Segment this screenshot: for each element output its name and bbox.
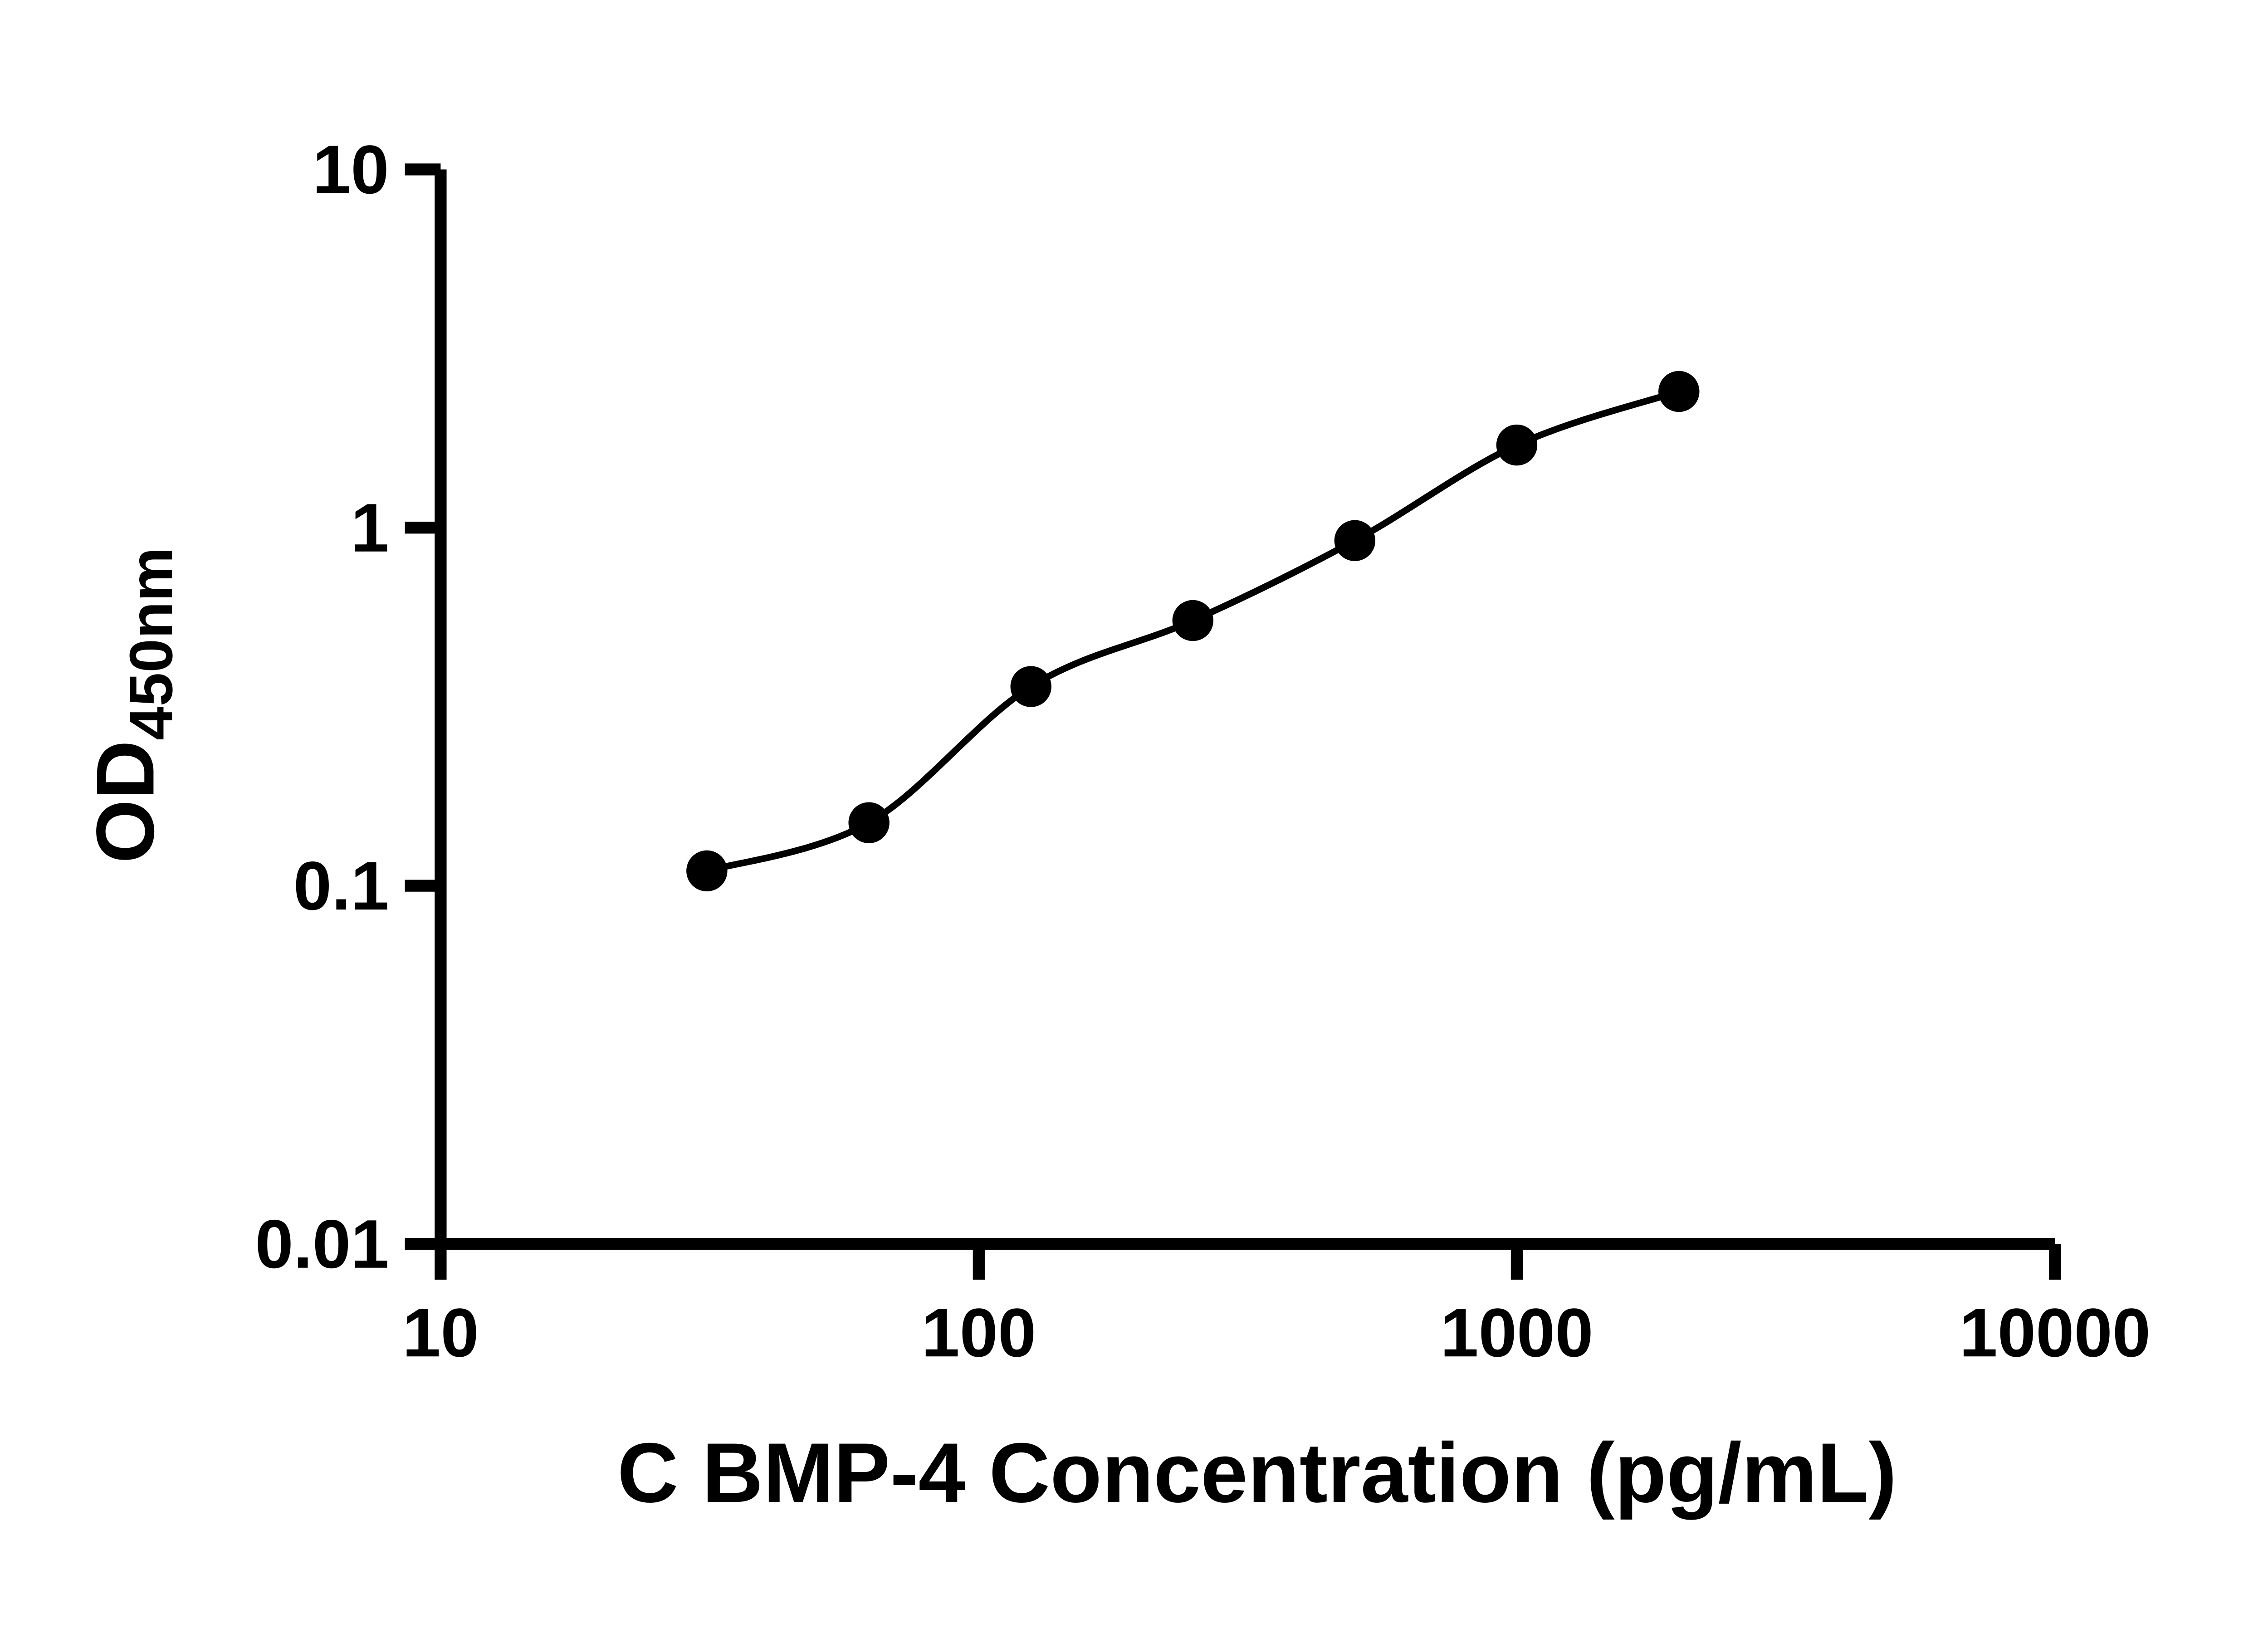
x-tick-label: 10 [402,1295,479,1371]
y-axis-title-main: OD [79,740,171,863]
data-points [686,371,1700,892]
chart-background [0,22,2268,1611]
tick-marks [405,163,2061,1280]
x-tick-label: 1000 [1440,1295,1593,1371]
x-tick-label: 100 [921,1295,1036,1371]
y-tick-label: 10 [313,132,389,208]
tick-labels: 10 100 1000 10000 0.01 0.1 1 10 [255,132,2151,1371]
data-point [848,802,890,843]
data-point [1172,600,1214,641]
y-tick-label: 0.1 [293,848,389,924]
y-axis-title-subscript: 450nm [117,548,185,740]
y-tick-label: 0.01 [255,1206,389,1283]
x-axis-title: C BMP-4 Concentration (pg/mL) [617,1425,1897,1520]
data-point [686,850,728,892]
y-tick-label: 1 [351,490,389,567]
x-tick-label: 10000 [1959,1295,2151,1371]
data-point [1334,520,1376,561]
y-axis-title: OD450nm [79,548,185,863]
data-point [1010,666,1051,707]
data-point [1658,371,1700,412]
data-point [1496,424,1538,466]
